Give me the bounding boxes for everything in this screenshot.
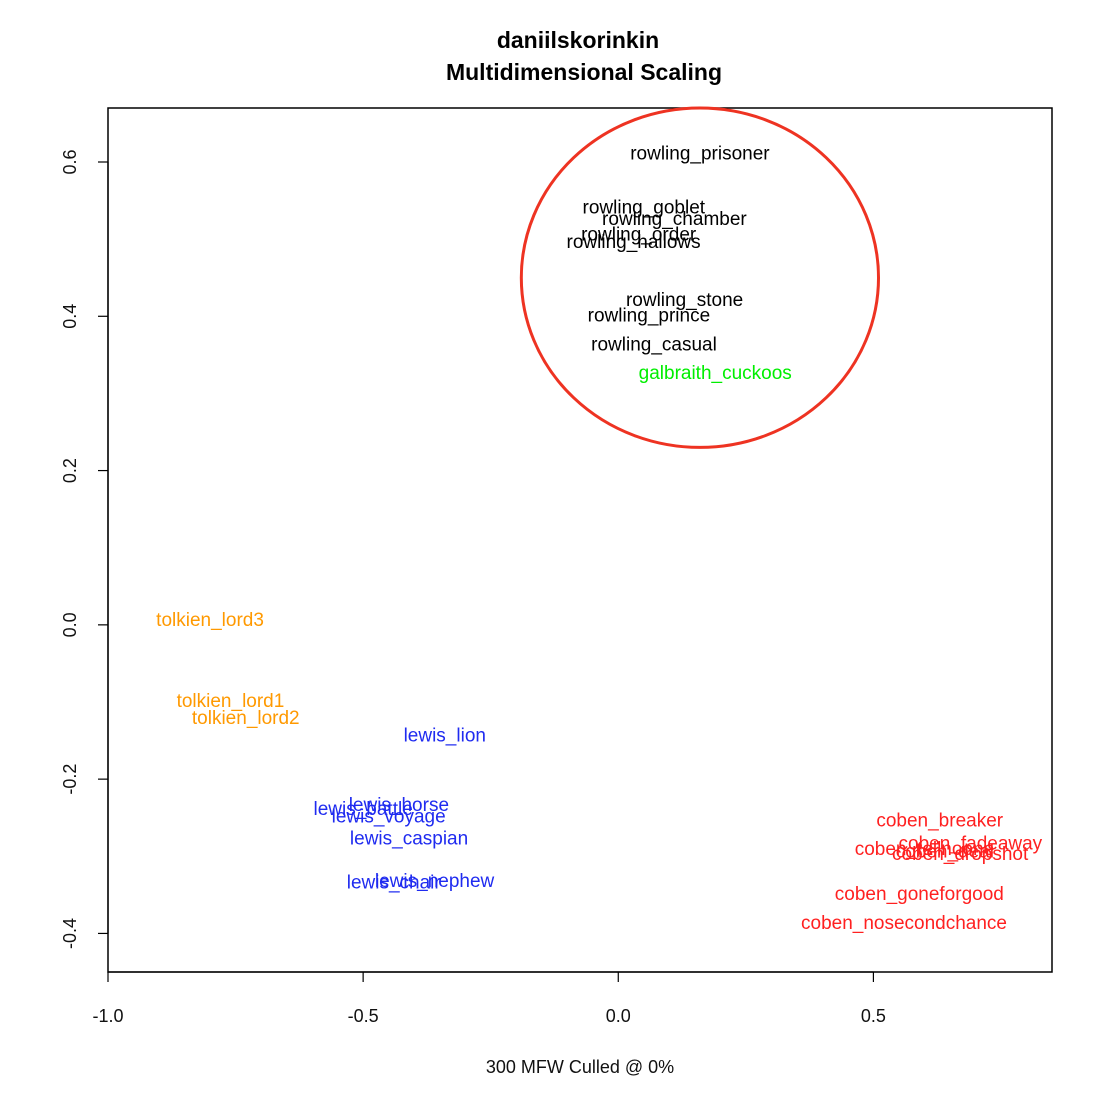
point-label-coben-fadeaway: coben_fadeaway — [899, 834, 1043, 855]
y-tick-label: 0.4 — [60, 304, 80, 329]
point-label-lewis-battle: lewis_battle — [313, 799, 412, 820]
point-label-lewis-chair: lewis_chair — [347, 872, 442, 893]
data-points: rowling_prisoner rowling_gobletrowling_ch… — [156, 143, 1043, 934]
y-tick-label: 0.6 — [60, 149, 80, 174]
y-axis: -0.4 -0.2 0.0 0.2 0.4 0.6 — [60, 149, 109, 949]
y-tick-label: -0.2 — [60, 764, 80, 795]
point-label-tolkien-lord3: tolkien_lord3 — [156, 610, 264, 631]
point-label-lewis-horse: lewis_horse — [349, 795, 449, 816]
y-tick-label: -0.4 — [60, 918, 80, 949]
point-label-lewis-nephew: lewis_nephew — [375, 871, 495, 892]
point-label-coben-dropshot: coben_dropshot — [892, 844, 1029, 865]
point-label-tolkien-lord2: tolkien_lord2 — [192, 708, 300, 729]
point-label-rowling-casual: rowling_casual — [591, 335, 717, 356]
point-label-tolkien-lord1: tolkien_lord1 — [177, 691, 285, 712]
y-tick-label: 0.2 — [60, 458, 80, 483]
chart-title: daniilskorinkin — [497, 27, 659, 53]
point-label-rowling-chamber: rowling_chamber — [602, 209, 747, 230]
point-label-coben-nosecondchance: coben_nosecondchance — [801, 913, 1007, 934]
x-tick-label: 0.5 — [861, 1006, 886, 1026]
x-axis-label: 300 MFW Culled @ 0% — [486, 1057, 674, 1077]
highlight-ellipse — [519, 106, 881, 449]
point-label-rowling-order: rowling_order — [581, 224, 697, 245]
y-tick-label: 0.0 — [60, 612, 80, 637]
x-tick-label: -1.0 — [92, 1006, 123, 1026]
x-tick-label: 0.0 — [606, 1006, 631, 1026]
x-tick-label: -0.5 — [348, 1006, 379, 1026]
point-label-lewis-voyage: lewis_voyage — [332, 807, 446, 828]
point-label-rowling-stone: rowling_stone — [626, 290, 743, 311]
point-label-coben-tellnoone: coben_tellnoone — [855, 839, 994, 860]
point-label-coben-goneforgood: coben_goneforgood — [835, 884, 1004, 905]
point-label-rowling-prince: rowling_prince — [588, 305, 711, 326]
point-label-rowling-prisoner: rowling_prisoner — [630, 143, 770, 164]
point-label-rowling-goblet: rowling_goblet — [583, 197, 706, 218]
point-label-rowling-hallows: rowling_hallows — [567, 232, 701, 253]
point-label-lewis-lion: lewis_lion — [404, 726, 486, 747]
point-label-coben-breaker: coben_breaker — [876, 811, 1003, 832]
point-label-lewis-caspian: lewis_caspian — [350, 828, 468, 849]
point-label-coben-deal: coben_deal — [896, 841, 994, 862]
point-label-galbraith-cuckoos: galbraith_cuckoos — [639, 363, 792, 384]
chart-subtitle: Multidimensional Scaling — [446, 59, 722, 85]
x-axis: -1.0 -0.5 0.0 0.5 — [92, 971, 886, 1026]
